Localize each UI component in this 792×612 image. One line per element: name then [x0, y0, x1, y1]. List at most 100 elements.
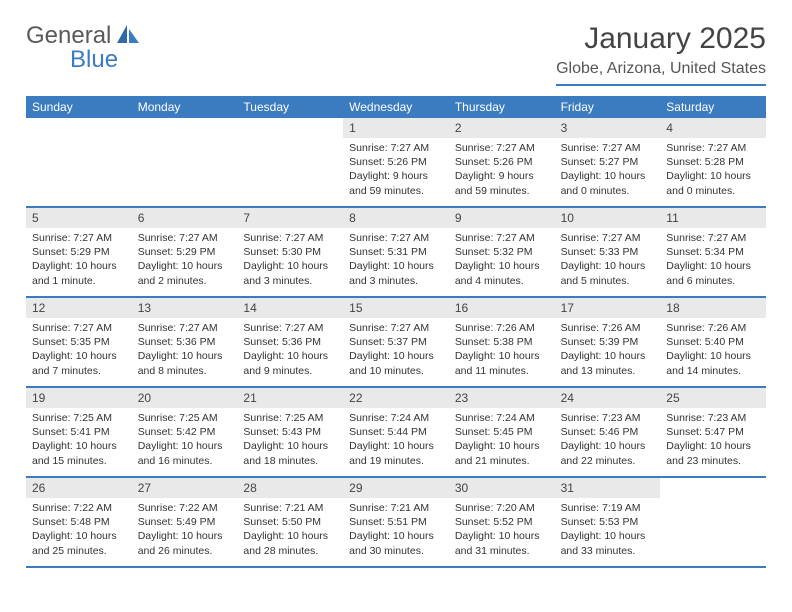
sunset-text: Sunset: 5:34 PM — [666, 245, 760, 259]
day-number: 16 — [449, 298, 555, 318]
day-cell: 9Sunrise: 7:27 AMSunset: 5:32 PMDaylight… — [449, 208, 555, 296]
day-number: 1 — [343, 118, 449, 138]
sunset-text: Sunset: 5:26 PM — [455, 155, 549, 169]
header: General Blue January 2025 Globe, Arizona… — [0, 0, 792, 96]
logo-text-blue: Blue — [70, 46, 118, 74]
day-content: Sunrise: 7:27 AMSunset: 5:36 PMDaylight:… — [132, 318, 238, 384]
daylight-text: Daylight: 10 hours and 2 minutes. — [138, 259, 232, 287]
day-content: Sunrise: 7:27 AMSunset: 5:29 PMDaylight:… — [132, 228, 238, 294]
daylight-text: Daylight: 10 hours and 1 minute. — [32, 259, 126, 287]
sunrise-text: Sunrise: 7:26 AM — [455, 321, 549, 335]
sunrise-text: Sunrise: 7:27 AM — [349, 321, 443, 335]
weekday-header-row: SundayMondayTuesdayWednesdayThursdayFrid… — [26, 96, 766, 118]
week-row: 19Sunrise: 7:25 AMSunset: 5:41 PMDayligh… — [26, 388, 766, 478]
day-cell: 6Sunrise: 7:27 AMSunset: 5:29 PMDaylight… — [132, 208, 238, 296]
sunset-text: Sunset: 5:37 PM — [349, 335, 443, 349]
day-number: 20 — [132, 388, 238, 408]
day-content: Sunrise: 7:23 AMSunset: 5:47 PMDaylight:… — [660, 408, 766, 474]
day-content: Sunrise: 7:27 AMSunset: 5:35 PMDaylight:… — [26, 318, 132, 384]
sunset-text: Sunset: 5:45 PM — [455, 425, 549, 439]
day-number: 21 — [237, 388, 343, 408]
daylight-text: Daylight: 10 hours and 28 minutes. — [243, 529, 337, 557]
day-content: Sunrise: 7:27 AMSunset: 5:37 PMDaylight:… — [343, 318, 449, 384]
day-number: 27 — [132, 478, 238, 498]
sunrise-text: Sunrise: 7:27 AM — [138, 231, 232, 245]
sunset-text: Sunset: 5:49 PM — [138, 515, 232, 529]
daylight-text: Daylight: 10 hours and 4 minutes. — [455, 259, 549, 287]
day-content: Sunrise: 7:24 AMSunset: 5:45 PMDaylight:… — [449, 408, 555, 474]
sunset-text: Sunset: 5:39 PM — [561, 335, 655, 349]
day-cell: 15Sunrise: 7:27 AMSunset: 5:37 PMDayligh… — [343, 298, 449, 386]
sail-icon — [115, 23, 141, 50]
day-cell: 26Sunrise: 7:22 AMSunset: 5:48 PMDayligh… — [26, 478, 132, 566]
day-cell: 1Sunrise: 7:27 AMSunset: 5:26 PMDaylight… — [343, 118, 449, 206]
daylight-text: Daylight: 10 hours and 18 minutes. — [243, 439, 337, 467]
sunrise-text: Sunrise: 7:26 AM — [666, 321, 760, 335]
day-cell: 18Sunrise: 7:26 AMSunset: 5:40 PMDayligh… — [660, 298, 766, 386]
day-cell: 16Sunrise: 7:26 AMSunset: 5:38 PMDayligh… — [449, 298, 555, 386]
day-number: 31 — [555, 478, 661, 498]
sunrise-text: Sunrise: 7:20 AM — [455, 501, 549, 515]
sunset-text: Sunset: 5:28 PM — [666, 155, 760, 169]
sunrise-text: Sunrise: 7:21 AM — [243, 501, 337, 515]
day-number: 14 — [237, 298, 343, 318]
daylight-text: Daylight: 10 hours and 19 minutes. — [349, 439, 443, 467]
daylight-text: Daylight: 9 hours and 59 minutes. — [455, 169, 549, 197]
page-title: January 2025 — [556, 22, 766, 56]
daylight-text: Daylight: 10 hours and 14 minutes. — [666, 349, 760, 377]
sunset-text: Sunset: 5:51 PM — [349, 515, 443, 529]
sunset-text: Sunset: 5:47 PM — [666, 425, 760, 439]
daylight-text: Daylight: 10 hours and 23 minutes. — [666, 439, 760, 467]
day-cell: 25Sunrise: 7:23 AMSunset: 5:47 PMDayligh… — [660, 388, 766, 476]
sunrise-text: Sunrise: 7:27 AM — [666, 141, 760, 155]
day-number: 7 — [237, 208, 343, 228]
day-content: Sunrise: 7:27 AMSunset: 5:27 PMDaylight:… — [555, 138, 661, 204]
day-number: 19 — [26, 388, 132, 408]
daylight-text: Daylight: 10 hours and 31 minutes. — [455, 529, 549, 557]
sunset-text: Sunset: 5:33 PM — [561, 245, 655, 259]
sunset-text: Sunset: 5:36 PM — [243, 335, 337, 349]
daylight-text: Daylight: 10 hours and 11 minutes. — [455, 349, 549, 377]
sunrise-text: Sunrise: 7:27 AM — [243, 231, 337, 245]
weekday-tuesday: Tuesday — [237, 96, 343, 118]
sunset-text: Sunset: 5:30 PM — [243, 245, 337, 259]
day-content: Sunrise: 7:27 AMSunset: 5:33 PMDaylight:… — [555, 228, 661, 294]
daylight-text: Daylight: 10 hours and 5 minutes. — [561, 259, 655, 287]
day-cell-empty — [660, 478, 766, 566]
sunset-text: Sunset: 5:27 PM — [561, 155, 655, 169]
daylight-text: Daylight: 10 hours and 0 minutes. — [666, 169, 760, 197]
week-row: 1Sunrise: 7:27 AMSunset: 5:26 PMDaylight… — [26, 118, 766, 208]
day-number: 4 — [660, 118, 766, 138]
sunset-text: Sunset: 5:35 PM — [32, 335, 126, 349]
day-content: Sunrise: 7:24 AMSunset: 5:44 PMDaylight:… — [343, 408, 449, 474]
day-cell: 4Sunrise: 7:27 AMSunset: 5:28 PMDaylight… — [660, 118, 766, 206]
day-number: 26 — [26, 478, 132, 498]
weekday-saturday: Saturday — [660, 96, 766, 118]
day-content: Sunrise: 7:25 AMSunset: 5:43 PMDaylight:… — [237, 408, 343, 474]
day-cell: 29Sunrise: 7:21 AMSunset: 5:51 PMDayligh… — [343, 478, 449, 566]
day-cell-empty — [132, 118, 238, 206]
sunrise-text: Sunrise: 7:24 AM — [455, 411, 549, 425]
day-cell: 10Sunrise: 7:27 AMSunset: 5:33 PMDayligh… — [555, 208, 661, 296]
daylight-text: Daylight: 10 hours and 6 minutes. — [666, 259, 760, 287]
sunset-text: Sunset: 5:44 PM — [349, 425, 443, 439]
day-content: Sunrise: 7:27 AMSunset: 5:28 PMDaylight:… — [660, 138, 766, 204]
day-content: Sunrise: 7:27 AMSunset: 5:29 PMDaylight:… — [26, 228, 132, 294]
sunrise-text: Sunrise: 7:19 AM — [561, 501, 655, 515]
weekday-monday: Monday — [132, 96, 238, 118]
day-number: 3 — [555, 118, 661, 138]
day-cell: 30Sunrise: 7:20 AMSunset: 5:52 PMDayligh… — [449, 478, 555, 566]
sunrise-text: Sunrise: 7:21 AM — [349, 501, 443, 515]
sunset-text: Sunset: 5:53 PM — [561, 515, 655, 529]
day-content: Sunrise: 7:26 AMSunset: 5:38 PMDaylight:… — [449, 318, 555, 384]
day-cell: 31Sunrise: 7:19 AMSunset: 5:53 PMDayligh… — [555, 478, 661, 566]
daylight-text: Daylight: 10 hours and 7 minutes. — [32, 349, 126, 377]
sunset-text: Sunset: 5:31 PM — [349, 245, 443, 259]
day-number: 12 — [26, 298, 132, 318]
daylight-text: Daylight: 10 hours and 3 minutes. — [243, 259, 337, 287]
sunset-text: Sunset: 5:40 PM — [666, 335, 760, 349]
day-number: 25 — [660, 388, 766, 408]
day-cell: 14Sunrise: 7:27 AMSunset: 5:36 PMDayligh… — [237, 298, 343, 386]
day-number: 23 — [449, 388, 555, 408]
daylight-text: Daylight: 10 hours and 9 minutes. — [243, 349, 337, 377]
